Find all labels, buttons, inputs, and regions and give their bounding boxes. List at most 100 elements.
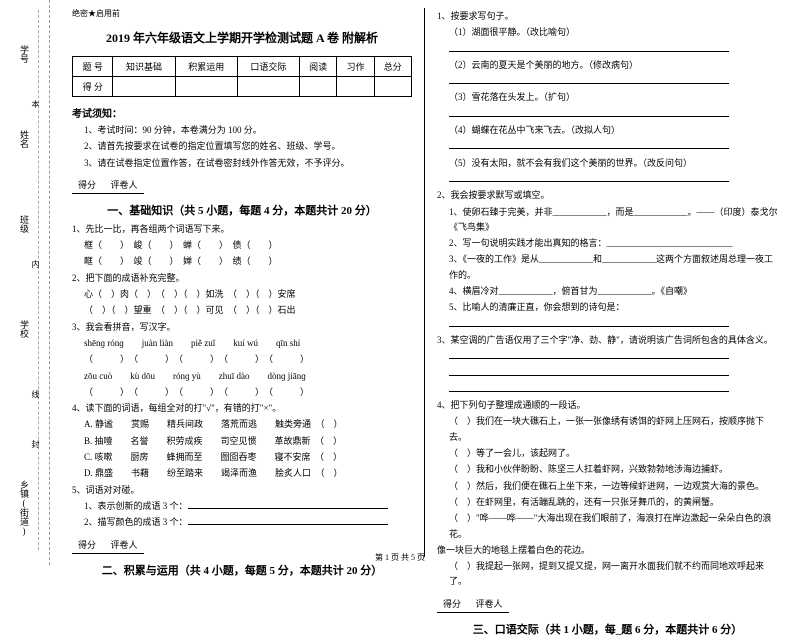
rq2-stem: 2、我会按要求默写或填空。 xyxy=(437,188,778,203)
cut-mark: 封 xyxy=(30,440,41,448)
rq2-item: 5、比喻人的清廉正直，你会想到的诗句是： xyxy=(437,300,778,315)
answer-line xyxy=(437,349,778,364)
margin-label-township: 乡镇(街道) xyxy=(18,480,31,536)
q5-row: 2、描写颜色的成语 3 个： xyxy=(72,515,412,530)
mini-score-box: 得分 评卷人 xyxy=(72,536,144,554)
q2-stem: 2、把下面的成语补充完整。 xyxy=(72,271,412,286)
q4-row: C. 咳嗽 厨房 蜂拥而至 囫囵吞枣 寝不安席 （ ） xyxy=(72,450,412,465)
rq4-item: （ ）在虾网里，有活蹦乱跳的，还有一只张牙舞爪的，的黄闸蟹。 xyxy=(437,495,778,510)
rq1-stem: 1、按要求写句子。 xyxy=(437,9,778,24)
rq2-item: 3、《一夜的工作》是从____________和____________这两个方… xyxy=(437,252,778,283)
rq1-item: （1）湖面很平静。（改比喻句） xyxy=(437,25,778,40)
exam-title: 2019 年六年级语文上学期开学检测试题 A 卷 附解析 xyxy=(72,29,412,46)
q2-row: 心（ ）肉（ ） （ ）（ ）如洗 （ ）（ ）安席 xyxy=(72,287,412,302)
td xyxy=(175,77,237,97)
th: 知识基础 xyxy=(113,57,175,77)
section-2-title: 二、积累与运用（共 4 小题，每题 5 分，本题共计 20 分） xyxy=(72,562,412,578)
page-footer: 第 1 页 共 5 页 xyxy=(0,552,800,563)
answer-line xyxy=(437,317,778,332)
cut-mark: 线 xyxy=(30,390,41,398)
td xyxy=(299,77,336,97)
mini-score-box: 得分 评卷人 xyxy=(72,176,144,194)
th: 积累运用 xyxy=(175,57,237,77)
confidential-note: 绝密★启用前 xyxy=(72,8,412,19)
answer-line xyxy=(437,172,778,187)
q5-stem: 5、词语对对碰。 xyxy=(72,483,412,498)
rq1-item: （2）云南的夏天是个美丽的地方。（修改病句） xyxy=(437,58,778,73)
table-row: 得 分 xyxy=(73,77,412,97)
rq4-item: （ ）"哗——哗——"大海出现在我们眼前了，海浪打在岸边激起一朵朵白色的浪花。 xyxy=(437,511,778,542)
notice-item: 2、请首先按要求在试卷的指定位置填写您的姓名、班级、学号。 xyxy=(72,139,412,154)
rq1-item: （4）蝴蝶在花丛中飞来飞去。（改拟人句） xyxy=(437,123,778,138)
th: 总分 xyxy=(374,57,411,77)
rq4-stem: 4、把下列句子整理成通顺的一段话。 xyxy=(437,398,778,413)
q5-row: 1、表示创新的成语 3 个： xyxy=(72,499,412,514)
reviewer-label: 评卷人 xyxy=(105,176,144,193)
q1-stem: 1、先比一比，再各组两个词语写下来。 xyxy=(72,222,412,237)
content-area: 绝密★启用前 2019 年六年级语文上学期开学检测试题 A 卷 附解析 题 号 … xyxy=(50,0,800,565)
q1-row: 眶（ ） 竣（ ） 婵（ ） 绩（ ） xyxy=(72,254,412,269)
q1-row: 框（ ） 峻（ ） 蝉（ ） 债（ ） xyxy=(72,238,412,253)
rq2-item: 4、横眉冷对____________，俯首甘为____________。《自嘲》 xyxy=(437,284,778,299)
rq4-item: （ ）我们在一块大礁石上，一张一张像绣有诱饵的虾网上压网石，按顺序抛下去。 xyxy=(437,414,778,445)
q4-stem: 4、读下面的词语，每组全对的打"√"，有错的打"×"。 xyxy=(72,401,412,416)
q3-row: shēnɡ rónɡ juàn liàn piě zuǐ kuí wú qīn … xyxy=(72,336,412,351)
q3-stem: 3、我会看拼音，写汉字。 xyxy=(72,320,412,335)
section-1-title: 一、基础知识（共 5 小题，每题 4 分，本题共计 20 分） xyxy=(72,202,412,218)
td xyxy=(113,77,175,97)
rq2-item: 2、写一句说明实践才能出真知的格言：______________________… xyxy=(437,236,778,251)
rq4-item: （ ）然后，我们便在礁石上坐下来，一边等候虾进网，一边观赏大海的景色。 xyxy=(437,479,778,494)
cut-line xyxy=(38,10,39,550)
td xyxy=(374,77,411,97)
rq2-item: 1、使卵石臻于完美，并非____________，而是____________。… xyxy=(437,205,778,236)
answer-line xyxy=(437,74,778,89)
notice-title: 考试须知： xyxy=(72,105,412,120)
score-table: 题 号 知识基础 积累运用 口语交际 阅读 习作 总分 得 分 xyxy=(72,56,412,97)
q2-row: （ ）（ ）望重 （ ）（ ）可见 （ ）（ ）石出 xyxy=(72,303,412,318)
answer-line xyxy=(437,139,778,154)
td xyxy=(337,77,374,97)
cut-mark: 本 xyxy=(30,100,41,108)
score-label: 得分 xyxy=(72,176,102,193)
table-row: 题 号 知识基础 积累运用 口语交际 阅读 习作 总分 xyxy=(73,57,412,77)
th: 阅读 xyxy=(299,57,336,77)
q3-row: （ ） （ ） （ ） （ ） （ ） xyxy=(72,385,412,400)
score-label: 得分 xyxy=(437,595,467,612)
rq4-item: （ ）等了一会儿，该起网了。 xyxy=(437,446,778,461)
q4-row: B. 抽噎 名誉 积劳成疾 司空见惯 革故鼎新 （ ） xyxy=(72,434,412,449)
reviewer-label: 评卷人 xyxy=(470,595,509,612)
q5-label: 2、描写颜色的成语 3 个： xyxy=(84,517,188,527)
section-3-title: 三、口语交际（共 1 小题，每_题 6 分，本题共计 6 分） xyxy=(437,621,778,637)
left-column: 绝密★启用前 2019 年六年级语文上学期开学检测试题 A 卷 附解析 题 号 … xyxy=(60,8,425,557)
cut-mark: 内 xyxy=(30,260,41,268)
rq4-item: （ ）我和小伙伴盼盼、陈坚三人扛着虾网，兴致勃勃地涉海边捕虾。 xyxy=(437,462,778,477)
answer-line xyxy=(437,382,778,397)
answer-line xyxy=(437,107,778,122)
margin-label-school: 学校 xyxy=(18,320,31,338)
blank-line xyxy=(188,515,388,525)
mini-score-box: 得分 评卷人 xyxy=(437,595,509,613)
td: 得 分 xyxy=(73,77,113,97)
notice-item: 1、考试时间：90 分钟，本卷满分为 100 分。 xyxy=(72,123,412,138)
q5-label: 1、表示创新的成语 3 个： xyxy=(84,501,188,511)
margin-label-student-id: 学号 xyxy=(18,45,31,63)
rq1-item: （3）雪花落在头发上。（扩句） xyxy=(437,90,778,105)
margin-label-class: 班级 xyxy=(18,215,31,233)
rq3-stem: 3、某空调的广告语仅用了三个字"净、劲、静"，请说明该广告词所包含的具体含义。 xyxy=(437,333,778,348)
q3-row: （ ） （ ） （ ） （ ） （ ） xyxy=(72,352,412,367)
blank-line xyxy=(188,499,388,509)
margin-label-name: 姓名 xyxy=(18,130,31,148)
answer-line xyxy=(437,366,778,381)
td xyxy=(237,77,299,97)
binding-margin: 学号 姓名 班级 学校 乡镇(街道) 本 内 线 封 xyxy=(0,0,50,565)
rq4-item: （ ）我提起一张网，提到又提又提，网一离开水面我们就不约而同地欢呼起来了。 xyxy=(437,559,778,590)
q4-row: D. 鼎盛 书藉 纷至踏来 竭泽而渔 脍炙人口 （ ） xyxy=(72,466,412,481)
th: 习作 xyxy=(337,57,374,77)
score-label: 得分 xyxy=(72,536,102,553)
th: 题 号 xyxy=(73,57,113,77)
reviewer-label: 评卷人 xyxy=(105,536,144,553)
rq1-item: （5）没有太阳，就不会有我们这个美丽的世界。（改反问句） xyxy=(437,156,778,171)
notice-item: 3、请在试卷指定位置作答，在试卷密封线外作答无效，不予评分。 xyxy=(72,156,412,171)
th: 口语交际 xyxy=(237,57,299,77)
q3-row: zōu cuò kù dōu rónɡ yù zhuī dào dònɡ jiā… xyxy=(72,369,412,384)
